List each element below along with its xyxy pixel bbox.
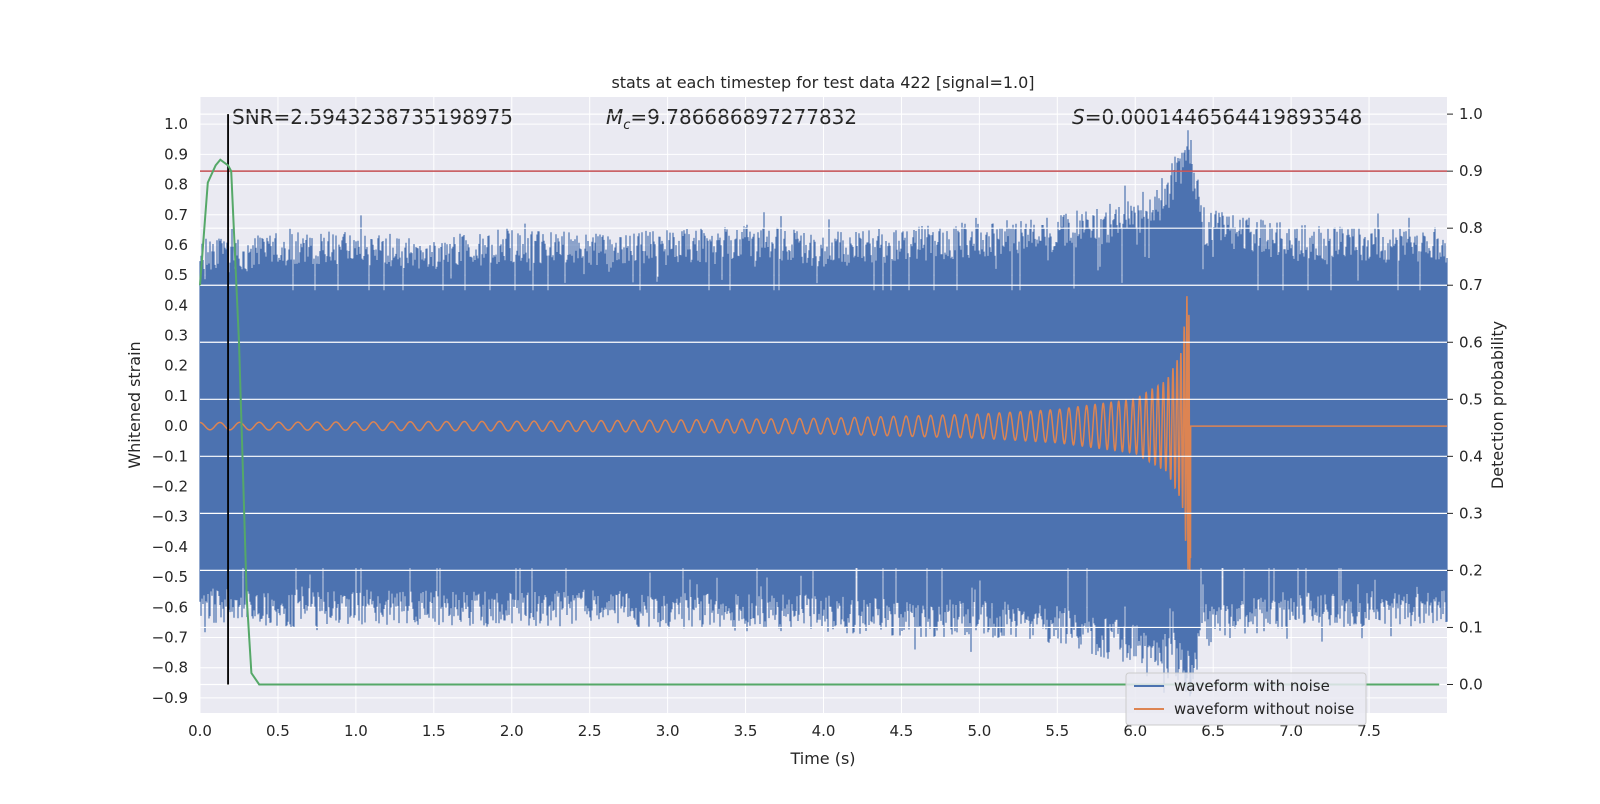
y-left-ticks: 1.0 0.9 0.8 0.7 0.6 0.5 0.4 0.3 0.2 0.1 0.0 −0.1 −0.… xyxy=(152,115,188,707)
x-tick-label-8: 4.0 xyxy=(812,722,836,740)
y-left-tick-label-18: −0.8 xyxy=(152,659,188,677)
x-tick-label-11: 5.5 xyxy=(1045,722,1069,740)
x-tick-label-5: 2.5 xyxy=(578,722,602,740)
x-tick-label-0: 0.0 xyxy=(188,722,212,740)
chart-title: stats at each timestep for test data 422… xyxy=(611,73,1034,92)
y-left-tick-label-14: −0.4 xyxy=(152,538,188,556)
x-tick-label-13: 6.5 xyxy=(1201,722,1225,740)
mc-subscript: c xyxy=(623,118,630,133)
y-left-tick-label-11: −0.1 xyxy=(152,447,188,465)
y-axis-label-left: Whitened strain xyxy=(125,341,144,468)
snr-annotation: SNR=2.5943238735198975 xyxy=(232,105,513,129)
y-left-tick-label-1: 0.9 xyxy=(164,145,188,163)
series-layer xyxy=(199,130,1448,697)
x-tick-label-2: 1.0 xyxy=(344,722,368,740)
x-tick-label-7: 3.5 xyxy=(734,722,758,740)
x-tick-label-9: 4.5 xyxy=(890,722,914,740)
y-left-tick-label-13: −0.3 xyxy=(152,508,188,526)
legend-label-clean: waveform without noise xyxy=(1174,700,1354,718)
y-right-tick-label-4: 0.6 xyxy=(1459,333,1483,351)
y-axis-label-right: Detection probability xyxy=(1488,321,1507,489)
x-tick-label-14: 7.0 xyxy=(1279,722,1303,740)
x-tick-label-15: 7.5 xyxy=(1357,722,1381,740)
y-right-tick-label-7: 0.3 xyxy=(1459,504,1483,522)
legend: waveform with noise waveform without noi… xyxy=(1125,672,1367,726)
y-right-tick-label-2: 0.8 xyxy=(1459,219,1483,237)
y-left-tick-label-12: −0.2 xyxy=(152,478,188,496)
x-axis-label: Time (s) xyxy=(789,749,855,768)
x-tick-label-6: 3.0 xyxy=(656,722,680,740)
y-left-tick-label-5: 0.5 xyxy=(164,266,188,284)
y-right-tick-label-1: 0.9 xyxy=(1459,162,1483,180)
detection-probability-line xyxy=(199,158,1440,686)
y-left-tick-label-19: −0.9 xyxy=(152,689,188,707)
s-symbol: S xyxy=(1072,105,1085,129)
y-left-tick-label-4: 0.6 xyxy=(164,236,188,254)
y-right-tick-label-0: 1.0 xyxy=(1459,105,1483,123)
y-left-tick-label-3: 0.7 xyxy=(164,206,188,224)
y-right-tick-label-9: 0.1 xyxy=(1459,618,1483,636)
x-ticks: 0.0 0.5 1.0 1.5 2.0 2.5 3.0 3.5 4.0 4.5 5.0 5.5 6.0 6… xyxy=(188,722,1381,740)
mc-annotation: Mc=9.786686897277832 xyxy=(606,105,857,133)
y-right-tick-label-5: 0.5 xyxy=(1459,390,1483,408)
x-tick-label-4: 2.0 xyxy=(500,722,524,740)
y-left-tick-label-6: 0.4 xyxy=(164,296,188,314)
s-value: =0.0001446564419893548 xyxy=(1085,105,1363,129)
y-left-tick-label-0: 1.0 xyxy=(164,115,188,133)
mc-symbol: M xyxy=(606,105,623,129)
legend-label-noise: waveform with noise xyxy=(1174,677,1330,695)
y-right-tick-label-10: 0.0 xyxy=(1459,675,1483,693)
x-tick-label-12: 6.0 xyxy=(1123,722,1147,740)
clean-waveform-line xyxy=(199,296,1447,571)
y-right-ticks: 1.0 0.9 0.8 0.7 0.6 0.5 0.4 0.3 0.2 0.1 0.0 xyxy=(1447,105,1483,693)
y-left-tick-label-9: 0.1 xyxy=(164,387,188,405)
y-right-tick-label-3: 0.7 xyxy=(1459,276,1483,294)
x-tick-label-3: 1.5 xyxy=(422,722,446,740)
y-left-tick-label-16: −0.6 xyxy=(152,598,188,616)
y-left-tick-label-8: 0.2 xyxy=(164,357,188,375)
grid-y-right xyxy=(199,113,1447,686)
y-right-tick-label-8: 0.2 xyxy=(1459,561,1483,579)
y-left-tick-label-2: 0.8 xyxy=(164,176,188,194)
y-left-tick-label-7: 0.3 xyxy=(164,327,188,345)
y-right-tick-label-6: 0.4 xyxy=(1459,447,1483,465)
y-left-tick-label-15: −0.5 xyxy=(152,568,188,586)
y-left-tick-label-10: 0.0 xyxy=(164,417,188,435)
x-tick-label-10: 5.0 xyxy=(967,722,991,740)
legend-box xyxy=(1125,672,1367,726)
mc-value: =9.786686897277832 xyxy=(630,105,857,129)
s-annotation: S=0.0001446564419893548 xyxy=(1072,105,1362,129)
y-left-tick-label-17: −0.7 xyxy=(152,629,188,647)
x-tick-label-1: 0.5 xyxy=(266,722,290,740)
